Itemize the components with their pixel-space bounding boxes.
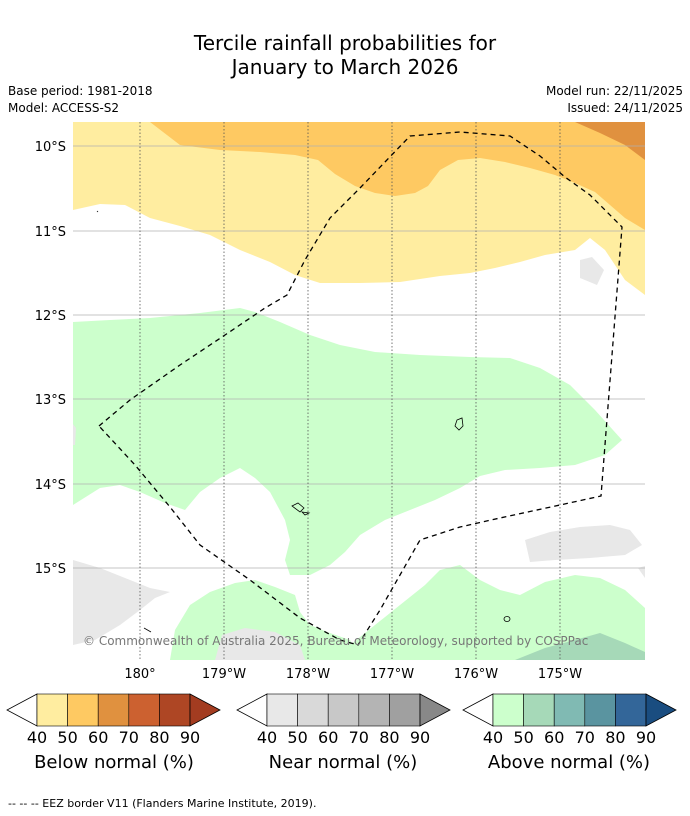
region-below-normal-60	[575, 122, 645, 160]
legend-label-above: Above normal (%)	[487, 752, 651, 773]
graticule	[73, 122, 645, 660]
region-near-normal-40-f	[638, 566, 645, 578]
colorbar-above-segment	[584, 693, 616, 727]
colorbar-above-tick-label: 70	[575, 728, 595, 747]
region-near-normal-40-b	[73, 560, 170, 645]
copyright-text: © Commonwealth of Australia 2025, Bureau…	[83, 634, 588, 648]
region-above-normal-40-se	[340, 565, 645, 660]
model-run: Model run: 22/11/2025	[545, 84, 683, 98]
region-near-normal-40-a	[525, 525, 642, 562]
islands	[96, 210, 511, 633]
region-near-normal-40-c	[215, 628, 305, 660]
base-period: Base period: 1981-2018	[8, 84, 153, 98]
legend-label-below: Below normal (%)	[34, 752, 194, 773]
colorbar-below: 40 50 60 70 80 90	[6, 693, 221, 747]
title-line-1: Tercile rainfall probabilities for	[193, 31, 497, 55]
colorbar-near-max-extend	[419, 693, 451, 727]
colorbar-below-max-extend	[189, 693, 221, 727]
colorbar-near-tick-label: 40	[257, 728, 277, 747]
colorbar-above-tick-label: 40	[483, 728, 503, 747]
colorbar-above: 40 50 60 70 80 90	[462, 693, 677, 747]
region-above-normal-40	[73, 308, 622, 575]
colorbar-near-tick-label: 70	[349, 728, 369, 747]
colorbar-below-tick-label: 90	[180, 728, 200, 747]
colorbar-above-tick-label: 50	[513, 728, 533, 747]
colorbar-near-tick-label: 90	[410, 728, 430, 747]
lat-label-14s: 14°S	[35, 478, 66, 493]
colorbar-below-tick-label: 50	[57, 728, 77, 747]
colorbar-near-segment	[389, 693, 421, 727]
eez-border	[98, 131, 623, 646]
issued-date: Issued: 24/11/2025	[567, 101, 683, 115]
colorbar-above-segment	[492, 693, 524, 727]
colorbar-below-segment	[97, 693, 130, 727]
colorbar-above-tick-label: 60	[544, 728, 564, 747]
footnote: -- -- -- EEZ border V11 (Flanders Marine…	[8, 797, 317, 810]
model-name: Model: ACCESS-S2	[8, 101, 120, 115]
island-6	[96, 210, 99, 213]
colorbar-above-tick-label: 90	[636, 728, 656, 747]
colorbar-above-segment	[523, 693, 555, 727]
island-5	[143, 627, 152, 633]
colorbar-near-segment	[358, 693, 390, 727]
lat-label-13s: 13°S	[35, 393, 66, 408]
colorbar-below-segment	[128, 693, 160, 727]
lat-label-11s: 11°S	[35, 225, 66, 240]
colorbar-near-min-extend	[236, 693, 268, 727]
lon-label-176w: 176°W	[454, 667, 498, 682]
lon-label-179w: 179°W	[202, 667, 246, 682]
colorbar-below-segment	[159, 693, 191, 727]
title-line-2: January to March 2026	[231, 55, 459, 79]
colorbar-near-segment	[266, 693, 298, 727]
lon-label-180: 180°	[124, 667, 155, 682]
region-above-normal-40-sw	[170, 580, 360, 660]
colorbar-near-tick-label: 60	[318, 728, 338, 747]
colorbar-near-tick-label: 50	[287, 728, 307, 747]
lat-label-12s: 12°S	[35, 309, 66, 324]
legend-label-near: Near normal (%)	[268, 752, 418, 773]
colorbar-below-tick-label: 80	[149, 728, 169, 747]
lon-label-177w: 177°W	[370, 667, 414, 682]
region-above-normal-50	[515, 633, 645, 660]
region-below-normal-40	[73, 122, 645, 295]
island-3	[300, 511, 311, 516]
colorbar-above-segment	[553, 693, 586, 727]
colorbar-below-tick-label: 60	[88, 728, 108, 747]
island-2	[291, 502, 305, 513]
lon-label-178w: 178°W	[286, 667, 330, 682]
colorbar-above-min-extend	[462, 693, 494, 727]
region-near-normal-40-e	[73, 424, 76, 445]
lat-label-15s: 15°S	[35, 562, 66, 577]
colorbar-below-segment	[36, 693, 68, 727]
region-below-normal-50	[150, 122, 645, 230]
colorbar-above-tick-label: 80	[605, 728, 625, 747]
legend-colorbars: 40 50 60 70 80 90 40 50 60 70 80 90 40 50 60 70 80 90	[6, 693, 677, 747]
colorbar-below-tick-label: 40	[27, 728, 47, 747]
lat-label-10s: 10°S	[35, 140, 66, 155]
lon-label-175w: 175°W	[538, 667, 582, 682]
colorbar-above-segment	[615, 693, 647, 727]
colorbar-near-segment	[297, 693, 329, 727]
colorbar-below-tick-label: 70	[119, 728, 139, 747]
island-1	[454, 417, 464, 431]
region-near-normal-40-d	[580, 257, 604, 285]
colorbar-near-tick-label: 80	[379, 728, 399, 747]
colorbar-below-segment	[67, 693, 99, 727]
island-4	[503, 616, 511, 622]
colorbar-near: 40 50 60 70 80 90	[236, 693, 451, 747]
colorbar-above-max-extend	[645, 693, 677, 727]
colorbar-below-min-extend	[6, 693, 38, 727]
map-plot-area: © Commonwealth of Australia 2025, Bureau…	[73, 122, 645, 660]
colorbar-near-segment	[327, 693, 360, 727]
